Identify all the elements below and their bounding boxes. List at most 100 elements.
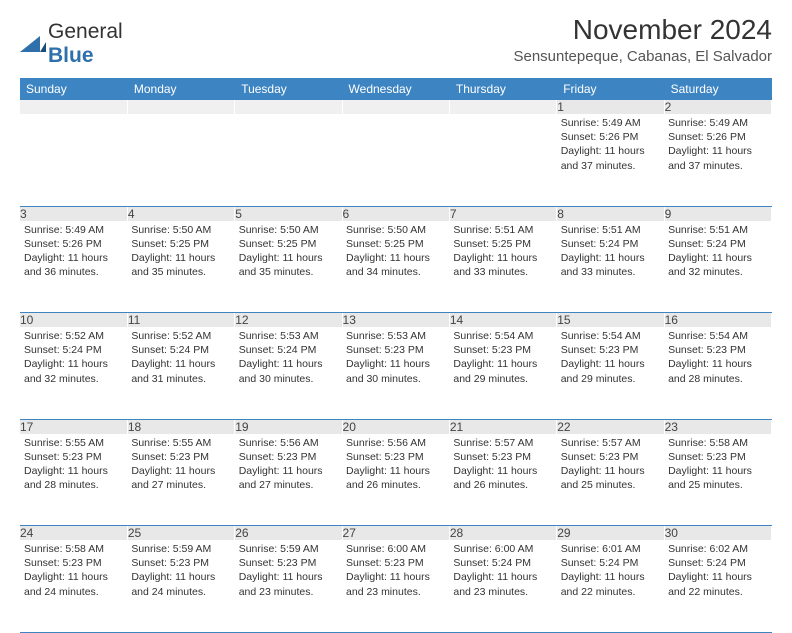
day-number: 11 [127, 313, 234, 328]
logo-text-blue: Blue [48, 44, 94, 67]
day-number: 19 [235, 419, 342, 434]
daylight-text: Daylight: 11 hours and 28 minutes. [24, 464, 123, 492]
logo-text: General Blue [48, 20, 123, 68]
week-row: Sunrise: 5:55 AMSunset: 5:23 PMDaylight:… [20, 434, 772, 526]
day-content: Sunrise: 5:55 AMSunset: 5:23 PMDaylight:… [20, 434, 127, 497]
day-cell [449, 114, 556, 206]
daylight-text: Daylight: 11 hours and 37 minutes. [668, 144, 767, 172]
week-row: Sunrise: 5:52 AMSunset: 5:24 PMDaylight:… [20, 327, 772, 419]
day-content: Sunrise: 5:58 AMSunset: 5:23 PMDaylight:… [20, 540, 127, 603]
day-cell: Sunrise: 5:49 AMSunset: 5:26 PMDaylight:… [557, 114, 664, 206]
sunset-text: Sunset: 5:23 PM [453, 343, 552, 357]
sunset-text: Sunset: 5:23 PM [346, 450, 445, 464]
sunrise-text: Sunrise: 5:59 AM [131, 542, 230, 556]
sunset-text: Sunset: 5:24 PM [561, 237, 660, 251]
day-content: Sunrise: 5:49 AMSunset: 5:26 PMDaylight:… [557, 114, 664, 177]
daylight-text: Daylight: 11 hours and 35 minutes. [131, 251, 230, 279]
day-number: 25 [127, 526, 234, 541]
day-content: Sunrise: 5:56 AMSunset: 5:23 PMDaylight:… [342, 434, 449, 497]
day-number: 28 [449, 526, 556, 541]
daynum-row: 10111213141516 [20, 313, 772, 328]
sunset-text: Sunset: 5:23 PM [346, 556, 445, 570]
day-number: 5 [235, 206, 342, 221]
sunrise-text: Sunrise: 5:51 AM [561, 223, 660, 237]
day-number: 30 [664, 526, 771, 541]
day-content: Sunrise: 5:52 AMSunset: 5:24 PMDaylight:… [127, 327, 234, 390]
day-content: Sunrise: 5:54 AMSunset: 5:23 PMDaylight:… [449, 327, 556, 390]
daylight-text: Daylight: 11 hours and 33 minutes. [561, 251, 660, 279]
day-number [20, 100, 127, 114]
logo: General Blue [20, 14, 123, 68]
day-number: 7 [449, 206, 556, 221]
daylight-text: Daylight: 11 hours and 36 minutes. [24, 251, 123, 279]
day-content: Sunrise: 6:00 AMSunset: 5:24 PMDaylight:… [449, 540, 556, 603]
weekday-header: Tuesday [235, 78, 342, 100]
day-cell: Sunrise: 5:52 AMSunset: 5:24 PMDaylight:… [127, 327, 234, 419]
day-content: Sunrise: 5:51 AMSunset: 5:25 PMDaylight:… [449, 221, 556, 284]
day-cell: Sunrise: 5:50 AMSunset: 5:25 PMDaylight:… [127, 221, 234, 313]
day-number: 10 [20, 313, 127, 328]
sunset-text: Sunset: 5:23 PM [239, 556, 338, 570]
daylight-text: Daylight: 11 hours and 22 minutes. [668, 570, 767, 598]
day-cell: Sunrise: 5:56 AMSunset: 5:23 PMDaylight:… [342, 434, 449, 526]
day-number [342, 100, 449, 114]
day-cell: Sunrise: 6:00 AMSunset: 5:23 PMDaylight:… [342, 540, 449, 632]
day-number: 13 [342, 313, 449, 328]
daylight-text: Daylight: 11 hours and 30 minutes. [346, 357, 445, 385]
weekday-header: Saturday [664, 78, 771, 100]
sunrise-text: Sunrise: 5:49 AM [668, 116, 767, 130]
sunset-text: Sunset: 5:25 PM [131, 237, 230, 251]
sunrise-text: Sunrise: 5:51 AM [453, 223, 552, 237]
sunrise-text: Sunrise: 5:54 AM [453, 329, 552, 343]
day-cell: Sunrise: 5:50 AMSunset: 5:25 PMDaylight:… [342, 221, 449, 313]
day-content: Sunrise: 5:53 AMSunset: 5:24 PMDaylight:… [235, 327, 342, 390]
sunset-text: Sunset: 5:25 PM [453, 237, 552, 251]
day-cell: Sunrise: 5:57 AMSunset: 5:23 PMDaylight:… [557, 434, 664, 526]
daylight-text: Daylight: 11 hours and 26 minutes. [346, 464, 445, 492]
sunset-text: Sunset: 5:23 PM [131, 450, 230, 464]
day-content: Sunrise: 6:00 AMSunset: 5:23 PMDaylight:… [342, 540, 449, 603]
sunrise-text: Sunrise: 5:50 AM [346, 223, 445, 237]
day-number: 20 [342, 419, 449, 434]
sunset-text: Sunset: 5:24 PM [131, 343, 230, 357]
sunrise-text: Sunrise: 5:53 AM [346, 329, 445, 343]
weekday-header: Wednesday [342, 78, 449, 100]
week-row: Sunrise: 5:49 AMSunset: 5:26 PMDaylight:… [20, 114, 772, 206]
sunset-text: Sunset: 5:23 PM [131, 556, 230, 570]
daylight-text: Daylight: 11 hours and 23 minutes. [453, 570, 552, 598]
day-number: 2 [664, 100, 771, 114]
day-cell: Sunrise: 5:58 AMSunset: 5:23 PMDaylight:… [20, 540, 127, 632]
day-number: 23 [664, 419, 771, 434]
sunrise-text: Sunrise: 5:56 AM [346, 436, 445, 450]
day-cell: Sunrise: 5:59 AMSunset: 5:23 PMDaylight:… [127, 540, 234, 632]
sunrise-text: Sunrise: 5:59 AM [239, 542, 338, 556]
sunrise-text: Sunrise: 6:01 AM [561, 542, 660, 556]
logo-triangle-icon [20, 34, 46, 54]
day-cell: Sunrise: 5:58 AMSunset: 5:23 PMDaylight:… [664, 434, 771, 526]
sunset-text: Sunset: 5:24 PM [24, 343, 123, 357]
sunset-text: Sunset: 5:23 PM [24, 556, 123, 570]
day-cell: Sunrise: 6:01 AMSunset: 5:24 PMDaylight:… [557, 540, 664, 632]
sunset-text: Sunset: 5:23 PM [24, 450, 123, 464]
weekday-header: Sunday [20, 78, 127, 100]
day-cell: Sunrise: 5:51 AMSunset: 5:25 PMDaylight:… [449, 221, 556, 313]
sunrise-text: Sunrise: 5:53 AM [239, 329, 338, 343]
sunset-text: Sunset: 5:24 PM [561, 556, 660, 570]
day-cell [127, 114, 234, 206]
day-cell: Sunrise: 5:55 AMSunset: 5:23 PMDaylight:… [20, 434, 127, 526]
daylight-text: Daylight: 11 hours and 29 minutes. [453, 357, 552, 385]
day-number: 16 [664, 313, 771, 328]
sunrise-text: Sunrise: 5:58 AM [24, 542, 123, 556]
month-title: November 2024 [513, 14, 772, 46]
daylight-text: Daylight: 11 hours and 23 minutes. [239, 570, 338, 598]
sunset-text: Sunset: 5:23 PM [668, 343, 767, 357]
week-row: Sunrise: 5:58 AMSunset: 5:23 PMDaylight:… [20, 540, 772, 632]
calendar: SundayMondayTuesdayWednesdayThursdayFrid… [20, 78, 772, 633]
day-number: 3 [20, 206, 127, 221]
daylight-text: Daylight: 11 hours and 31 minutes. [131, 357, 230, 385]
day-cell [235, 114, 342, 206]
day-content: Sunrise: 5:49 AMSunset: 5:26 PMDaylight:… [20, 221, 127, 284]
day-number: 6 [342, 206, 449, 221]
day-cell: Sunrise: 5:49 AMSunset: 5:26 PMDaylight:… [20, 221, 127, 313]
weekday-header: Monday [127, 78, 234, 100]
